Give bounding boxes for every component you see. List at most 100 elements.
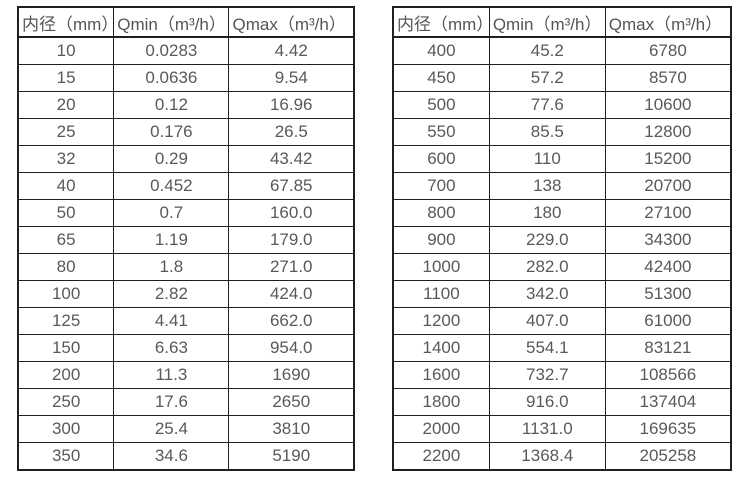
table-cell: 2650 xyxy=(228,387,355,416)
table-cell: 100 xyxy=(17,279,115,308)
table-cell: 138 xyxy=(488,171,606,200)
table-cell: 0.0636 xyxy=(113,64,230,93)
table-body-right: 400 45.2 6780 450 57.2 8570 500 77.6 10600 550 85.… xyxy=(392,36,732,471)
table-cell: 160.0 xyxy=(228,198,355,227)
table-row: 2000 1131.0 169635 xyxy=(392,414,732,443)
table-row: 1100 342.0 51300 xyxy=(392,279,732,308)
table-row: 250 17.6 2650 xyxy=(17,387,355,416)
table-cell: 26.5 xyxy=(228,118,355,147)
table-cell: 32 xyxy=(17,145,115,173)
table-cell: 77.6 xyxy=(488,91,606,120)
table-cell: 34300 xyxy=(604,225,732,254)
table-cell: 229.0 xyxy=(488,225,606,254)
table-cell: 1600 xyxy=(392,360,490,389)
table-cell: 5190 xyxy=(228,441,355,471)
table-cell: 80 xyxy=(17,252,115,281)
table-cell: 27100 xyxy=(604,198,732,227)
table-cell: 1000 xyxy=(392,252,490,281)
table-cell: 83121 xyxy=(604,333,732,362)
table-cell: 0.7 xyxy=(113,198,230,227)
table-row: 15 0.0636 9.54 xyxy=(17,64,355,93)
table-cell: 12800 xyxy=(604,118,732,147)
table-cell: 9.54 xyxy=(228,64,355,93)
table-cell: 6780 xyxy=(604,36,732,66)
table-cell: 67.85 xyxy=(228,171,355,200)
table-cell: 282.0 xyxy=(488,252,606,281)
table-cell: 40 xyxy=(17,171,115,200)
table-row: 50 0.7 160.0 xyxy=(17,198,355,227)
table-cell: 1368.4 xyxy=(488,441,606,471)
flow-rate-table-left: 内径（mm） Qmin（m³/h） Qmax（m³/h） 10 0.0283 4.4… xyxy=(17,6,355,471)
table-cell: 1100 xyxy=(392,279,490,308)
table-cell: 4.42 xyxy=(228,36,355,66)
table-cell: 550 xyxy=(392,118,490,147)
table-cell: 1690 xyxy=(228,360,355,389)
table-cell: 3810 xyxy=(228,414,355,443)
table-cell: 45.2 xyxy=(488,36,606,66)
table-row: 800 180 27100 xyxy=(392,198,732,227)
table-row: 2200 1368.4 205258 xyxy=(392,441,732,471)
table-cell: 1.8 xyxy=(113,252,230,281)
table-header-right: 内径（mm） Qmin（m³/h） Qmax（m³/h） xyxy=(392,6,732,38)
table-cell: 600 xyxy=(392,145,490,173)
header-cell-diameter: 内径（mm） xyxy=(17,6,115,38)
table-cell: 662.0 xyxy=(228,306,355,335)
table-cell: 732.7 xyxy=(488,360,606,389)
table-row: 450 57.2 8570 xyxy=(392,64,732,93)
table-cell: 1200 xyxy=(392,306,490,335)
table-cell: 1400 xyxy=(392,333,490,362)
table-cell: 15200 xyxy=(604,145,732,173)
table-cell: 424.0 xyxy=(228,279,355,308)
table-cell: 407.0 xyxy=(488,306,606,335)
table-cell: 0.452 xyxy=(113,171,230,200)
table-cell: 85.5 xyxy=(488,118,606,147)
table-cell: 342.0 xyxy=(488,279,606,308)
table-body-left: 10 0.0283 4.42 15 0.0636 9.54 20 0.12 16.96 25 0.1… xyxy=(17,36,355,471)
table-cell: 34.6 xyxy=(113,441,230,471)
table-header-left: 内径（mm） Qmin（m³/h） Qmax（m³/h） xyxy=(17,6,355,38)
header-cell-qmax: Qmax（m³/h） xyxy=(228,6,355,38)
table-row: 1800 916.0 137404 xyxy=(392,387,732,416)
table-cell: 25 xyxy=(17,118,115,147)
table-row: 80 1.8 271.0 xyxy=(17,252,355,281)
table-cell: 2.82 xyxy=(113,279,230,308)
table-row: 1600 732.7 108566 xyxy=(392,360,732,389)
table-row: 125 4.41 662.0 xyxy=(17,306,355,335)
table-cell: 1800 xyxy=(392,387,490,416)
table-row: 900 229.0 34300 xyxy=(392,225,732,254)
table-cell: 110 xyxy=(488,145,606,173)
table-row: 700 138 20700 xyxy=(392,171,732,200)
table-cell: 0.12 xyxy=(113,91,230,120)
table-cell: 20 xyxy=(17,91,115,120)
table-cell: 65 xyxy=(17,225,115,254)
table-cell: 11.3 xyxy=(113,360,230,389)
table-cell: 25.4 xyxy=(113,414,230,443)
table-cell: 8570 xyxy=(604,64,732,93)
table-cell: 10 xyxy=(17,36,115,66)
table-cell: 350 xyxy=(17,441,115,471)
table-row: 200 11.3 1690 xyxy=(17,360,355,389)
table-cell: 2200 xyxy=(392,441,490,471)
table-cell: 916.0 xyxy=(488,387,606,416)
table-cell: 954.0 xyxy=(228,333,355,362)
table-row: 1400 554.1 83121 xyxy=(392,333,732,362)
table-cell: 0.29 xyxy=(113,145,230,173)
table-cell: 150 xyxy=(17,333,115,362)
table-cell: 6.63 xyxy=(113,333,230,362)
table-row: 1200 407.0 61000 xyxy=(392,306,732,335)
table-cell: 15 xyxy=(17,64,115,93)
table-cell: 16.96 xyxy=(228,91,355,120)
flow-rate-table-right: 内径（mm） Qmin（m³/h） Qmax（m³/h） 400 45.2 6780… xyxy=(392,6,732,471)
table-cell: 200 xyxy=(17,360,115,389)
table-row: 10 0.0283 4.42 xyxy=(17,36,355,66)
table-cell: 500 xyxy=(392,91,490,120)
table-cell: 169635 xyxy=(604,414,732,443)
table-row: 1000 282.0 42400 xyxy=(392,252,732,281)
table-cell: 180 xyxy=(488,198,606,227)
table-cell: 400 xyxy=(392,36,490,66)
table-row: 400 45.2 6780 xyxy=(392,36,732,66)
table-cell: 20700 xyxy=(604,171,732,200)
table-cell: 205258 xyxy=(604,441,732,471)
table-row: 550 85.5 12800 xyxy=(392,118,732,147)
